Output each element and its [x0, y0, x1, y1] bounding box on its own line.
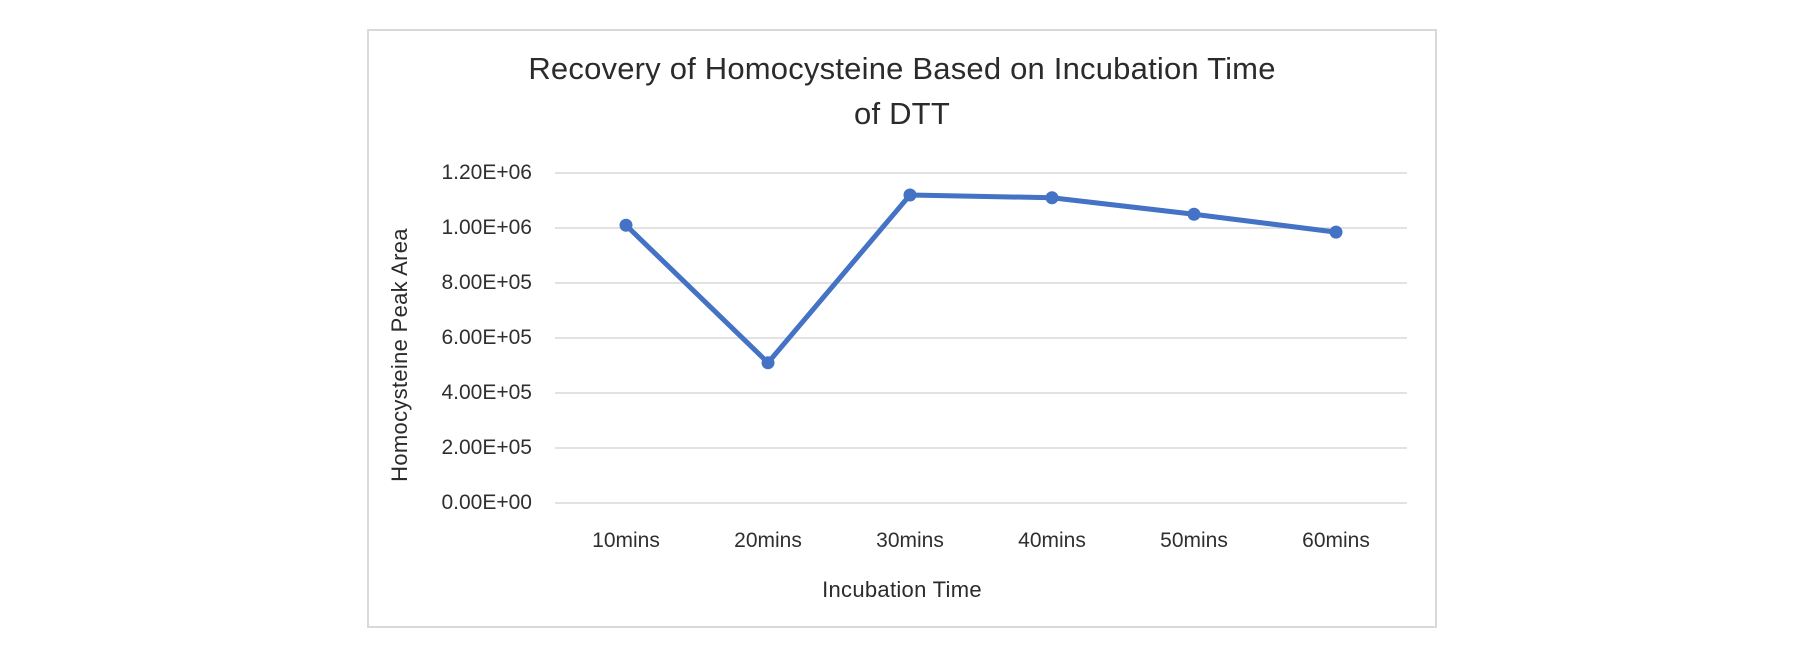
chart-title: Recovery of Homocysteine Based on Incuba…: [369, 46, 1435, 136]
chart-container: Recovery of Homocysteine Based on Incuba…: [367, 29, 1437, 628]
y-axis-tick-label: 8.00E+05: [441, 271, 532, 294]
y-axis-tick-label: 2.00E+05: [441, 436, 532, 459]
data-point-marker: [903, 188, 917, 202]
y-axis-tick-label: 1.20E+06: [441, 161, 532, 184]
x-axis-tick-label: 30mins: [876, 529, 944, 552]
y-axis-tick-label: 0.00E+00: [441, 491, 532, 514]
series-line: [623, 192, 1339, 366]
data-point-marker: [1329, 225, 1343, 239]
data-point-marker: [1187, 207, 1201, 221]
plot-area: [555, 172, 1407, 504]
chart-title-line1: Recovery of Homocysteine Based on Incuba…: [528, 51, 1276, 86]
chart-title-line2: of DTT: [854, 96, 950, 131]
x-axis-title: Incubation Time: [822, 577, 982, 602]
y-axis-tick-label: 1.00E+06: [441, 216, 532, 239]
data-point-marker: [761, 356, 775, 370]
x-axis-tick-label: 20mins: [734, 529, 802, 552]
x-axis-tick-label: 60mins: [1302, 529, 1370, 552]
x-axis-tick-label: 50mins: [1160, 529, 1228, 552]
data-point-marker: [619, 218, 633, 232]
data-point-marker: [1045, 191, 1059, 205]
y-axis-tick-label: 6.00E+05: [441, 326, 532, 349]
x-axis-tick-label: 40mins: [1018, 529, 1086, 552]
x-axis-tick-label: 10mins: [592, 529, 660, 552]
y-axis-tick-label: 4.00E+05: [441, 381, 532, 404]
